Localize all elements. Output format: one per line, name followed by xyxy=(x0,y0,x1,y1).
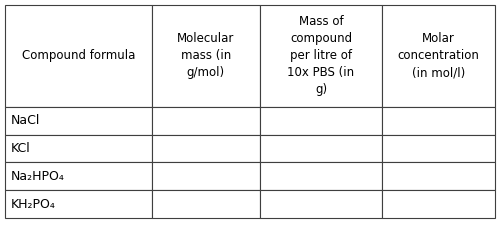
Bar xyxy=(260,163,382,190)
Text: KH₂PO₄: KH₂PO₄ xyxy=(11,198,56,211)
Bar xyxy=(260,5,382,107)
Bar xyxy=(382,107,495,135)
Text: NaCl: NaCl xyxy=(11,114,40,127)
Text: Compound formula: Compound formula xyxy=(22,49,135,62)
Text: Mass of
compound
per litre of
10x PBS (in
g): Mass of compound per litre of 10x PBS (i… xyxy=(288,15,354,96)
Text: Molar
concentration
(in mol/l): Molar concentration (in mol/l) xyxy=(398,32,479,79)
Bar xyxy=(5,190,152,218)
Bar xyxy=(152,5,260,107)
Text: KCl: KCl xyxy=(11,142,31,155)
Bar xyxy=(5,5,152,107)
Bar xyxy=(5,107,152,135)
Bar xyxy=(260,190,382,218)
Bar xyxy=(382,163,495,190)
Bar xyxy=(382,135,495,163)
Bar xyxy=(382,5,495,107)
Bar xyxy=(152,107,260,135)
Bar xyxy=(152,190,260,218)
Bar xyxy=(260,107,382,135)
Text: Molecular
mass (in
g/mol): Molecular mass (in g/mol) xyxy=(177,32,234,79)
Text: Na₂HPO₄: Na₂HPO₄ xyxy=(11,170,65,183)
Bar xyxy=(5,163,152,190)
Bar xyxy=(152,163,260,190)
Bar xyxy=(260,135,382,163)
Bar xyxy=(5,135,152,163)
Bar xyxy=(382,190,495,218)
Bar xyxy=(152,135,260,163)
